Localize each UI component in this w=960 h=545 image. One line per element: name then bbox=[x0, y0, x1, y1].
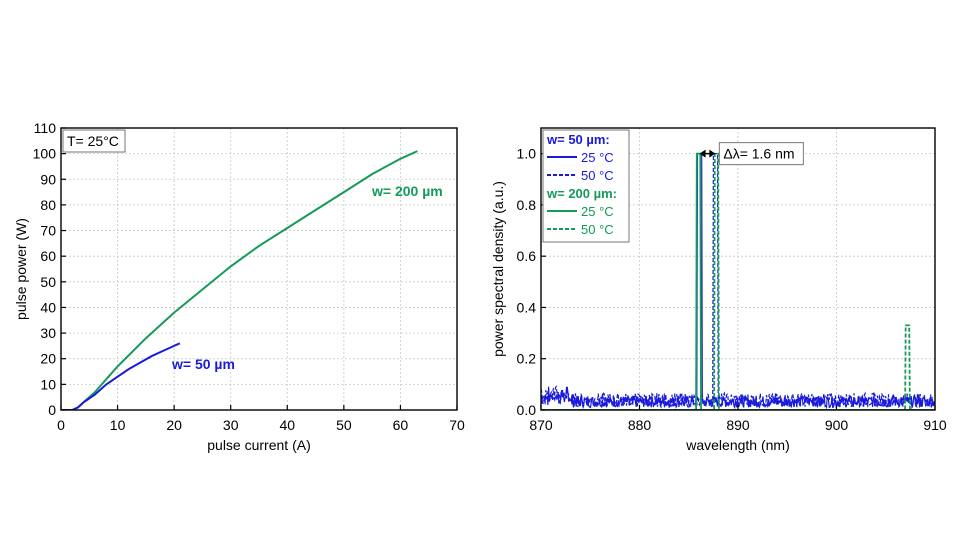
legend-box bbox=[542, 129, 630, 243]
series-label-green: w= 200 µm bbox=[371, 183, 443, 199]
x-tick-label: 50 bbox=[336, 417, 352, 433]
inset-label-box bbox=[62, 129, 126, 153]
x-tick-label: 900 bbox=[825, 417, 849, 433]
y-tick-label: 1.0 bbox=[517, 146, 537, 162]
series-line-blue-dashed bbox=[541, 153, 935, 409]
y-tick-label: 70 bbox=[40, 223, 56, 239]
chart-1: 0 10 20 30 40 50 60 70 0 10 20 30 40 50 60 70 80 90 100 110… bbox=[13, 120, 465, 453]
y-axis-label: power spectral density (a.u.) bbox=[490, 181, 506, 357]
x-tick-label: 910 bbox=[923, 417, 947, 433]
y-tick-label: 0.2 bbox=[517, 351, 537, 367]
annotation-arrowhead-right bbox=[709, 149, 716, 158]
x-tick-label: 70 bbox=[449, 417, 465, 433]
y-tick-label: 0.8 bbox=[517, 197, 537, 213]
series-line-blue bbox=[61, 342, 181, 410]
plot-area bbox=[541, 152, 935, 410]
x-tick-label: 10 bbox=[110, 417, 126, 433]
legend-group-title: w= 50 µm: bbox=[546, 132, 610, 147]
legend-entry-label: 25 °C bbox=[581, 204, 614, 219]
x-tick-label: 20 bbox=[166, 417, 182, 433]
y-tick-label: 0.0 bbox=[517, 402, 537, 418]
annotation-label: Δλ= 1.6 nm bbox=[723, 146, 794, 162]
y-tick-label: 30 bbox=[40, 325, 56, 341]
y-tick-label: 0 bbox=[48, 402, 56, 418]
chart-2: 870 880 890 900 910 0.0 0.2 0.4 0.6 0.8 1.0 wavelen… bbox=[490, 127, 947, 453]
legend-entry-label: 25 °C bbox=[581, 150, 614, 165]
x-tick-label: 890 bbox=[726, 417, 750, 433]
y-tick-label: 0.6 bbox=[517, 248, 537, 264]
inset-label: T= 25°C bbox=[67, 133, 119, 149]
series-line-green bbox=[61, 150, 418, 410]
y-tick-label: 80 bbox=[40, 197, 56, 213]
x-tick-label: 870 bbox=[529, 417, 553, 433]
plot-area bbox=[61, 150, 418, 410]
x-tick-label: 40 bbox=[279, 417, 295, 433]
x-axis-label: wavelength (nm) bbox=[685, 437, 790, 453]
y-tick-label: 20 bbox=[40, 351, 56, 367]
y-tick-label: 50 bbox=[40, 274, 56, 290]
legend-entry-label: 50 °C bbox=[581, 168, 614, 183]
y-axis-label: pulse power (W) bbox=[13, 218, 29, 320]
x-tick-label: 880 bbox=[628, 417, 652, 433]
y-tick-label: 100 bbox=[33, 146, 57, 162]
x-tick-label: 60 bbox=[393, 417, 409, 433]
legend-group-title: w= 200 µm: bbox=[546, 186, 617, 201]
y-tick-label: 90 bbox=[40, 171, 56, 187]
annotation-box bbox=[718, 142, 804, 166]
x-tick-label: 30 bbox=[223, 417, 239, 433]
y-tick-label: 10 bbox=[40, 376, 56, 392]
series-label-blue: w= 50 µm bbox=[171, 356, 235, 372]
x-axis-label: pulse current (A) bbox=[207, 437, 310, 453]
y-tick-label: 110 bbox=[34, 120, 57, 136]
y-tick-label: 60 bbox=[40, 248, 56, 264]
y-tick-label: 40 bbox=[40, 299, 56, 315]
x-tick-label: 0 bbox=[57, 417, 65, 433]
annotation-arrowhead-left bbox=[699, 149, 706, 158]
legend-entry-label: 50 °C bbox=[581, 222, 614, 237]
y-tick-label: 0.4 bbox=[517, 299, 537, 315]
plot-frame bbox=[60, 127, 458, 411]
